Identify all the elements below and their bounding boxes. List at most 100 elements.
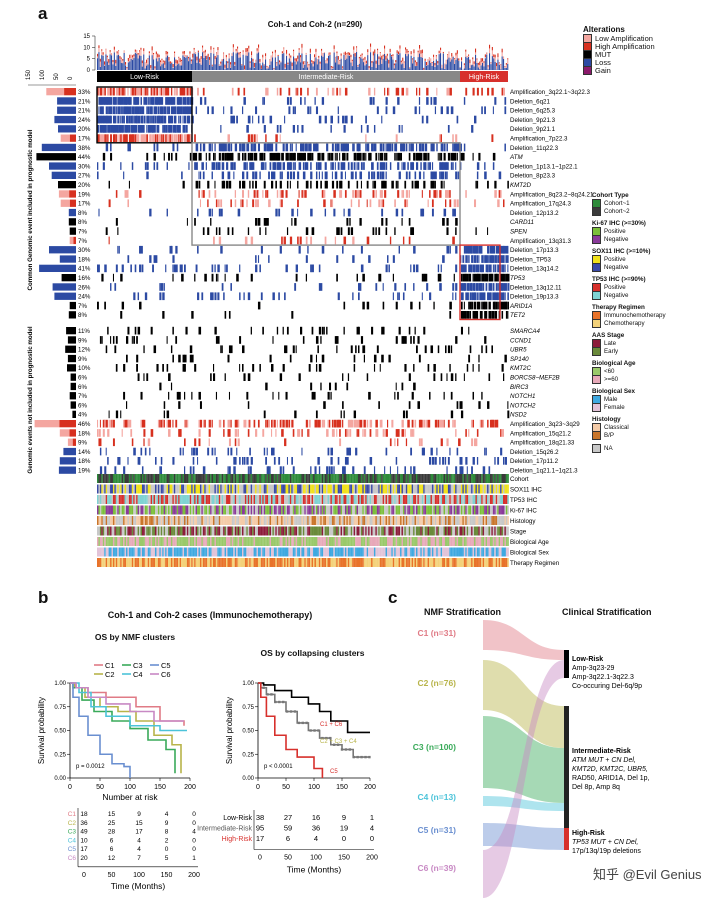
top-tile xyxy=(433,171,436,180)
top-bar-amp xyxy=(484,57,486,59)
top-bar-highamp xyxy=(413,49,415,54)
annotation-tile xyxy=(381,526,383,536)
annotation-tile xyxy=(323,495,325,504)
annotation-tile xyxy=(246,495,248,504)
top-tile xyxy=(507,292,509,301)
top-bar-loss xyxy=(143,54,145,70)
bottom-tile xyxy=(468,354,471,363)
top-tile xyxy=(298,236,301,245)
annotation-tile xyxy=(249,484,251,494)
annotation-tile xyxy=(308,474,311,483)
top-tile xyxy=(346,143,349,152)
top-tile xyxy=(492,152,496,161)
top-tile xyxy=(252,180,254,189)
bottom-tile xyxy=(358,326,360,335)
top-bar-amp xyxy=(155,54,157,59)
top-bar-amp xyxy=(137,54,139,59)
top-tile xyxy=(197,143,199,152)
top-bar-highamp xyxy=(125,62,127,65)
top-tile xyxy=(494,255,497,263)
top-tile xyxy=(305,236,308,245)
top-tile xyxy=(489,255,493,263)
annotation-tile xyxy=(453,505,456,515)
annotation-tile xyxy=(371,474,373,483)
top-bar-highamp xyxy=(363,58,365,60)
annotation-tile xyxy=(160,505,163,515)
top-bar-amp xyxy=(377,50,379,55)
top-tile xyxy=(492,264,494,273)
annotation-tile xyxy=(184,474,186,483)
annotation-tile xyxy=(498,526,501,536)
bottom-tile xyxy=(360,336,364,344)
annotation-tile xyxy=(431,495,434,504)
top-tile xyxy=(218,227,221,235)
bottom-tile xyxy=(108,410,110,419)
top-tile xyxy=(289,152,292,161)
top-bar-loss xyxy=(482,62,484,70)
top-tile xyxy=(226,162,229,170)
annotation-tile xyxy=(368,516,370,525)
annotation-tile xyxy=(352,526,354,536)
bottom-tile xyxy=(250,457,253,465)
annotation-tile xyxy=(498,516,501,525)
bottom-event-label: NSD2 xyxy=(510,412,527,419)
annotation-tile xyxy=(214,484,216,494)
top-tile xyxy=(207,227,210,235)
bottom-tile xyxy=(475,438,478,447)
bottom-pct-bar xyxy=(34,420,60,428)
bottom-tile xyxy=(123,419,126,428)
annotation-tile xyxy=(112,484,115,494)
top-tile xyxy=(179,97,182,105)
top-tile xyxy=(288,87,291,96)
top-bar-loss xyxy=(442,53,444,70)
bottom-tile xyxy=(281,419,284,428)
top-tile xyxy=(410,227,413,235)
bottom-tile xyxy=(127,326,130,335)
bottom-tile xyxy=(395,457,398,465)
top-tile xyxy=(462,255,465,263)
top-bar-loss xyxy=(231,56,233,70)
top-bar-highamp xyxy=(392,54,394,56)
bottom-tile xyxy=(376,419,378,428)
annotation-tile xyxy=(272,505,274,515)
annotation-tile xyxy=(465,484,467,494)
bottom-tile xyxy=(307,429,310,437)
top-tile xyxy=(110,106,113,115)
annotation-tile xyxy=(273,505,276,515)
bottom-tile xyxy=(329,382,332,391)
annotation-tile xyxy=(424,474,427,483)
top-bar-highamp xyxy=(477,62,479,65)
top-tile xyxy=(217,264,220,273)
bottom-tile xyxy=(394,391,396,400)
bottom-tile xyxy=(472,419,475,428)
top-bar-loss xyxy=(161,64,163,70)
top-tile xyxy=(395,134,398,142)
top-tile xyxy=(302,162,305,170)
top-tile xyxy=(372,97,375,105)
annotation-tile xyxy=(121,516,124,525)
top-bar-amp xyxy=(216,53,218,58)
annotation-tile xyxy=(176,474,179,483)
top-tile xyxy=(476,245,479,254)
top-tile xyxy=(429,190,431,198)
annotation-tile xyxy=(442,505,444,515)
bottom-pct-bar xyxy=(59,420,76,428)
annotation-tile xyxy=(342,495,344,504)
annotation-tile xyxy=(485,474,488,483)
top-bar-loss xyxy=(406,56,408,70)
top-bar-highamp xyxy=(368,65,370,68)
top-tile xyxy=(165,97,168,105)
annotation-tile xyxy=(207,526,209,536)
top-bar-amp xyxy=(370,46,372,53)
bottom-tile xyxy=(327,419,330,428)
annotation-tile xyxy=(139,474,141,483)
annotation-tile xyxy=(207,495,209,504)
top-bar-highamp xyxy=(290,55,292,58)
top-tile xyxy=(392,292,394,301)
top-tile xyxy=(504,143,506,152)
top-tile xyxy=(97,115,100,124)
top-tile xyxy=(136,115,138,124)
annotation-tile xyxy=(179,537,182,546)
bottom-tile xyxy=(99,419,101,428)
top-tile xyxy=(279,87,282,96)
